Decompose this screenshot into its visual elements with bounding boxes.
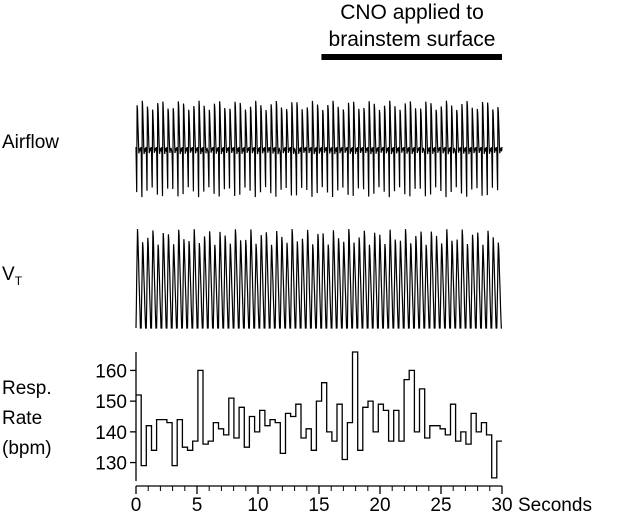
x-tick-label: 0 [131, 495, 142, 515]
x-tick-label: 10 [247, 495, 268, 515]
vt-trace [135, 228, 502, 329]
rate-step-series [136, 351, 502, 479]
y-tick-label: 130 [95, 454, 127, 475]
vt-label-main: V [2, 264, 15, 285]
cno-bar [321, 54, 502, 60]
airflow-line [135, 100, 503, 198]
y-tick-label: 140 [95, 423, 127, 444]
x-axis-title: Seconds [518, 495, 592, 515]
rate-step-line [136, 351, 502, 479]
x-tick-label: 15 [308, 495, 329, 515]
x-tick-label: 5 [192, 495, 203, 515]
rate-label-line-2: Rate [2, 408, 43, 429]
vt-line [135, 228, 502, 329]
y-tick-label: 150 [95, 392, 127, 413]
rate-axes: 130 140 150 160 0 5 10 15 20 25 30 Seconds [95, 352, 592, 515]
annotation-line-1: CNO applied to [340, 1, 484, 24]
vt-label: VT [2, 264, 22, 292]
rate-label-line-3: (bpm) [2, 438, 52, 459]
cno-application-bar [321, 54, 502, 60]
rate-label-line-1: Resp. [2, 378, 52, 399]
x-tick-label: 25 [430, 495, 451, 515]
airflow-trace [135, 100, 503, 198]
vt-label-subscript: T [14, 273, 23, 288]
y-tick-label: 160 [95, 361, 127, 382]
x-tick-label: 20 [369, 495, 390, 515]
airflow-label: Airflow [2, 132, 60, 153]
x-tick-label: 30 [491, 495, 512, 515]
annotation-line-2: brainstem surface [328, 28, 496, 51]
